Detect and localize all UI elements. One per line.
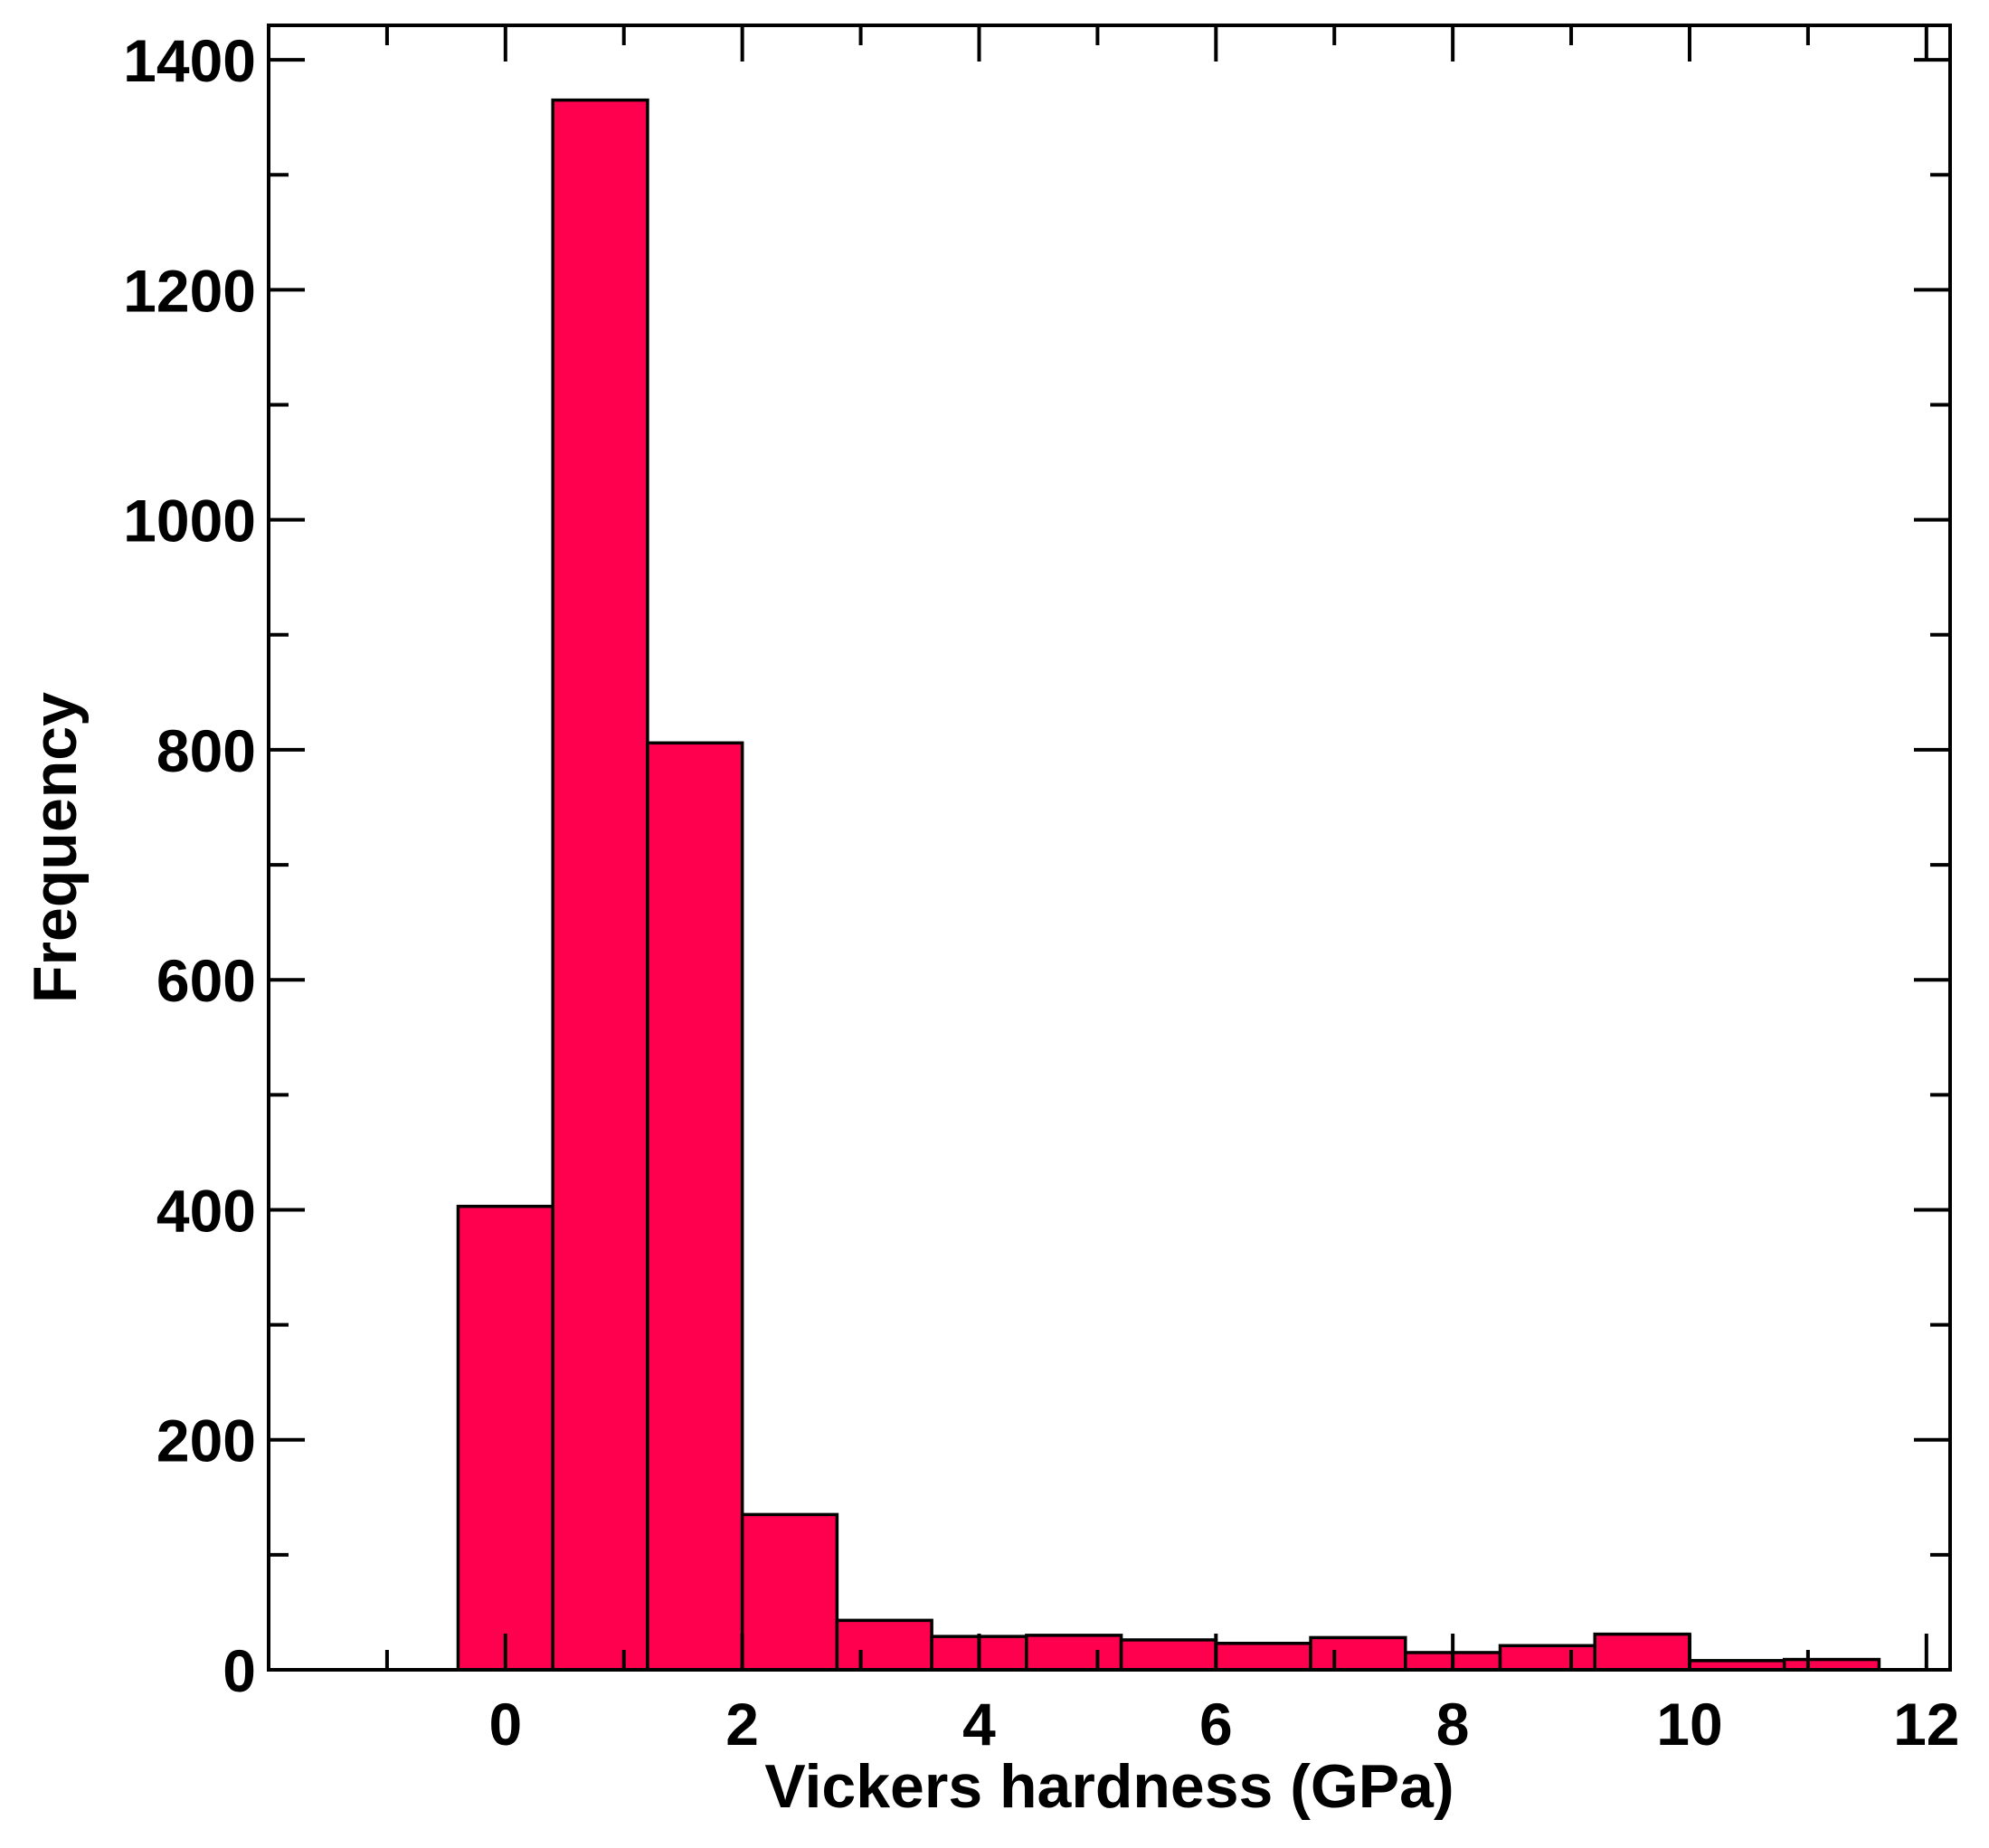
- y-tick-label: 400: [156, 1177, 256, 1244]
- histogram-bar: [740, 1512, 839, 1672]
- histogram-bar: [1498, 1644, 1597, 1672]
- ticks-group: [267, 25, 1950, 1672]
- histogram-bar: [1025, 1634, 1123, 1672]
- histogram-bar: [646, 741, 744, 1672]
- histogram-bar: [1119, 1638, 1218, 1672]
- x-tick-label: 0: [488, 1691, 522, 1758]
- x-tick-label: 2: [725, 1691, 759, 1758]
- histogram-bar: [835, 1618, 933, 1672]
- y-axis-label: Frequency: [21, 692, 90, 1003]
- x-tick-label: 6: [1199, 1691, 1233, 1758]
- y-tick-label: 800: [156, 717, 256, 784]
- x-axis-label: Vickers hardness (GPa): [764, 1752, 1454, 1821]
- histogram-bar: [456, 1204, 554, 1672]
- y-tick-label: 1200: [123, 257, 256, 324]
- y-tick-label: 200: [156, 1407, 256, 1474]
- x-tick-label: 4: [962, 1691, 996, 1758]
- x-tick-label: 10: [1656, 1691, 1722, 1758]
- histogram-bar: [1309, 1635, 1407, 1672]
- y-tick-label: 1000: [123, 488, 256, 554]
- plot-frame: [267, 24, 1952, 1672]
- tick-labels-group: 0 2 4 6 8 10 12 0 200 400 600 800 1000 1200 1400: [123, 27, 1959, 1758]
- x-tick-label: 12: [1893, 1691, 1959, 1758]
- y-tick-label: 600: [156, 947, 256, 1014]
- histogram-bar: [551, 98, 649, 1672]
- y-tick-label: 0: [223, 1637, 256, 1704]
- histogram-bar: [1593, 1632, 1691, 1672]
- histogram-bar: [1214, 1642, 1312, 1672]
- x-tick-label: 8: [1436, 1691, 1470, 1758]
- bars-group: [456, 98, 1881, 1672]
- y-tick-label: 1400: [123, 27, 256, 94]
